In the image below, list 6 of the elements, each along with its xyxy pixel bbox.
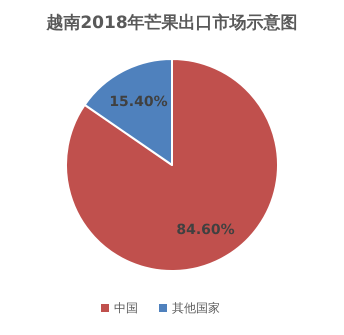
chart-title: 越南2018年芒果出口市场示意图 (45, 13, 298, 33)
data-label: 15.40% (109, 94, 168, 110)
legend-label: 中国 (114, 301, 138, 315)
data-label: 84.60% (176, 222, 235, 238)
legend-label: 其他国家 (172, 301, 220, 315)
pie-slice (65, 58, 279, 272)
